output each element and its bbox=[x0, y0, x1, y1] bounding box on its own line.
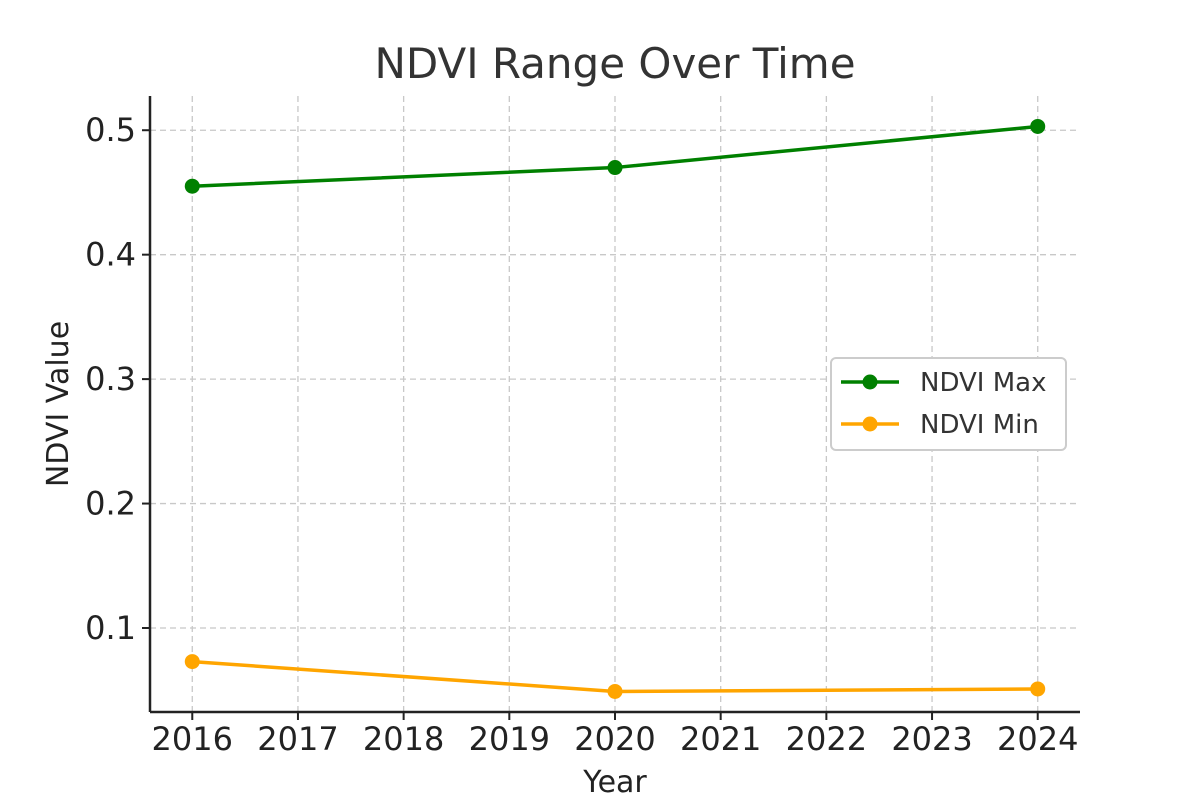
y-axis-label: NDVI Value bbox=[41, 321, 76, 487]
y-tick-label: 0.1 bbox=[85, 609, 136, 647]
x-tick-label: 2016 bbox=[152, 720, 233, 758]
legend-marker-ndvi-min bbox=[862, 416, 878, 432]
x-tick-label: 2018 bbox=[363, 720, 444, 758]
x-tick-label: 2020 bbox=[574, 720, 655, 758]
data-point-ndvi-min bbox=[184, 654, 200, 670]
x-tick-label: 2019 bbox=[469, 720, 550, 758]
x-tick-label: 2023 bbox=[891, 720, 972, 758]
legend-label-ndvi-max: NDVI Max bbox=[920, 368, 1046, 398]
x-axis-label: Year bbox=[582, 765, 647, 800]
grid bbox=[150, 96, 1080, 712]
legend: NDVI Max NDVI Min bbox=[830, 357, 1067, 451]
x-tick-label: 2024 bbox=[997, 720, 1078, 758]
ticks: 2016 2017 2018 2019 2020 2021 2022 2023 2024 0.1 0… bbox=[85, 111, 1078, 758]
y-tick-label: 0.4 bbox=[85, 236, 136, 274]
series bbox=[184, 118, 1046, 699]
x-tick-label: 2021 bbox=[680, 720, 761, 758]
data-point-ndvi-max bbox=[1030, 118, 1046, 134]
y-tick-label: 0.5 bbox=[85, 111, 136, 149]
x-tick-label: 2017 bbox=[257, 720, 338, 758]
data-point-ndvi-max bbox=[607, 160, 623, 176]
legend-marker-ndvi-max bbox=[862, 374, 878, 390]
y-tick-label: 0.3 bbox=[85, 360, 136, 398]
legend-label-ndvi-min: NDVI Min bbox=[920, 410, 1039, 440]
chart-title: NDVI Range Over Time bbox=[374, 39, 855, 88]
data-point-ndvi-max bbox=[184, 178, 200, 194]
x-tick-label: 2022 bbox=[786, 720, 867, 758]
data-point-ndvi-min bbox=[1030, 681, 1046, 697]
data-point-ndvi-min bbox=[607, 683, 623, 699]
y-tick-label: 0.2 bbox=[85, 485, 136, 523]
